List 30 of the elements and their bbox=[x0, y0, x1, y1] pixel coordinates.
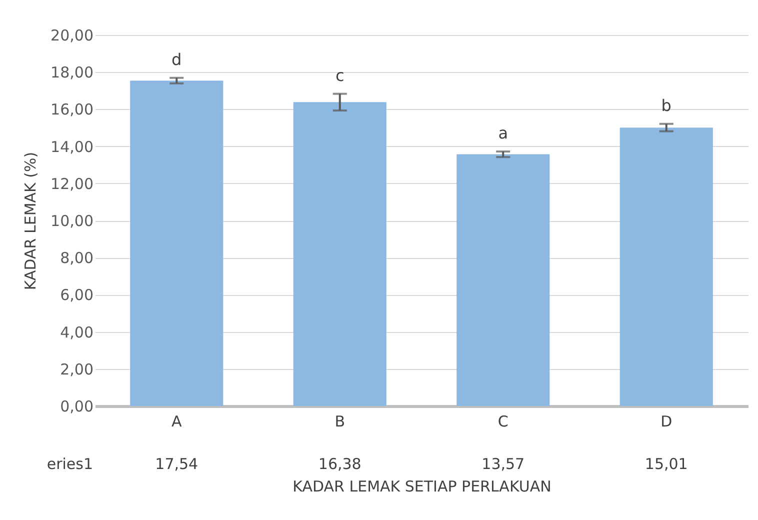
y-tick-label: 6,00 bbox=[60, 286, 94, 304]
bar bbox=[293, 102, 386, 406]
y-tick-label: 12,00 bbox=[50, 174, 94, 193]
data-label: 17,54 bbox=[155, 455, 198, 473]
bar bbox=[456, 154, 550, 406]
x-tick-label: D bbox=[660, 412, 672, 430]
y-tick-label: 8,00 bbox=[60, 249, 94, 268]
annotation: a bbox=[498, 123, 508, 142]
x-axis-title: KADAR LEMAK SETIAP PERLAKUAN bbox=[292, 478, 552, 496]
annotation: d bbox=[172, 50, 182, 69]
x-tick-label: A bbox=[171, 412, 182, 430]
y-tick-label: 20,00 bbox=[50, 26, 94, 44]
bar bbox=[130, 80, 224, 406]
y-tick-label: 4,00 bbox=[60, 323, 94, 342]
annotation: b bbox=[661, 96, 672, 115]
data-label: 13,57 bbox=[482, 455, 525, 473]
y-tick-label: 0,00 bbox=[60, 398, 94, 416]
x-tick-label: C bbox=[498, 412, 508, 430]
x-tick-label: B bbox=[334, 412, 346, 430]
text: eries1 bbox=[46, 455, 93, 473]
data-label: 15,01 bbox=[644, 455, 688, 473]
y-tick-label: 18,00 bbox=[50, 64, 94, 82]
y-axis-title: KADAR LEMAK (%) bbox=[22, 152, 40, 290]
annotation: c bbox=[335, 66, 344, 85]
y-tick-label: 2,00 bbox=[60, 360, 94, 378]
bar bbox=[620, 128, 713, 406]
y-tick-label: 14,00 bbox=[50, 138, 94, 156]
y-tick-label: 16,00 bbox=[50, 100, 94, 119]
data-label: 16,38 bbox=[318, 455, 362, 473]
y-tick-label: 10,00 bbox=[50, 212, 94, 230]
